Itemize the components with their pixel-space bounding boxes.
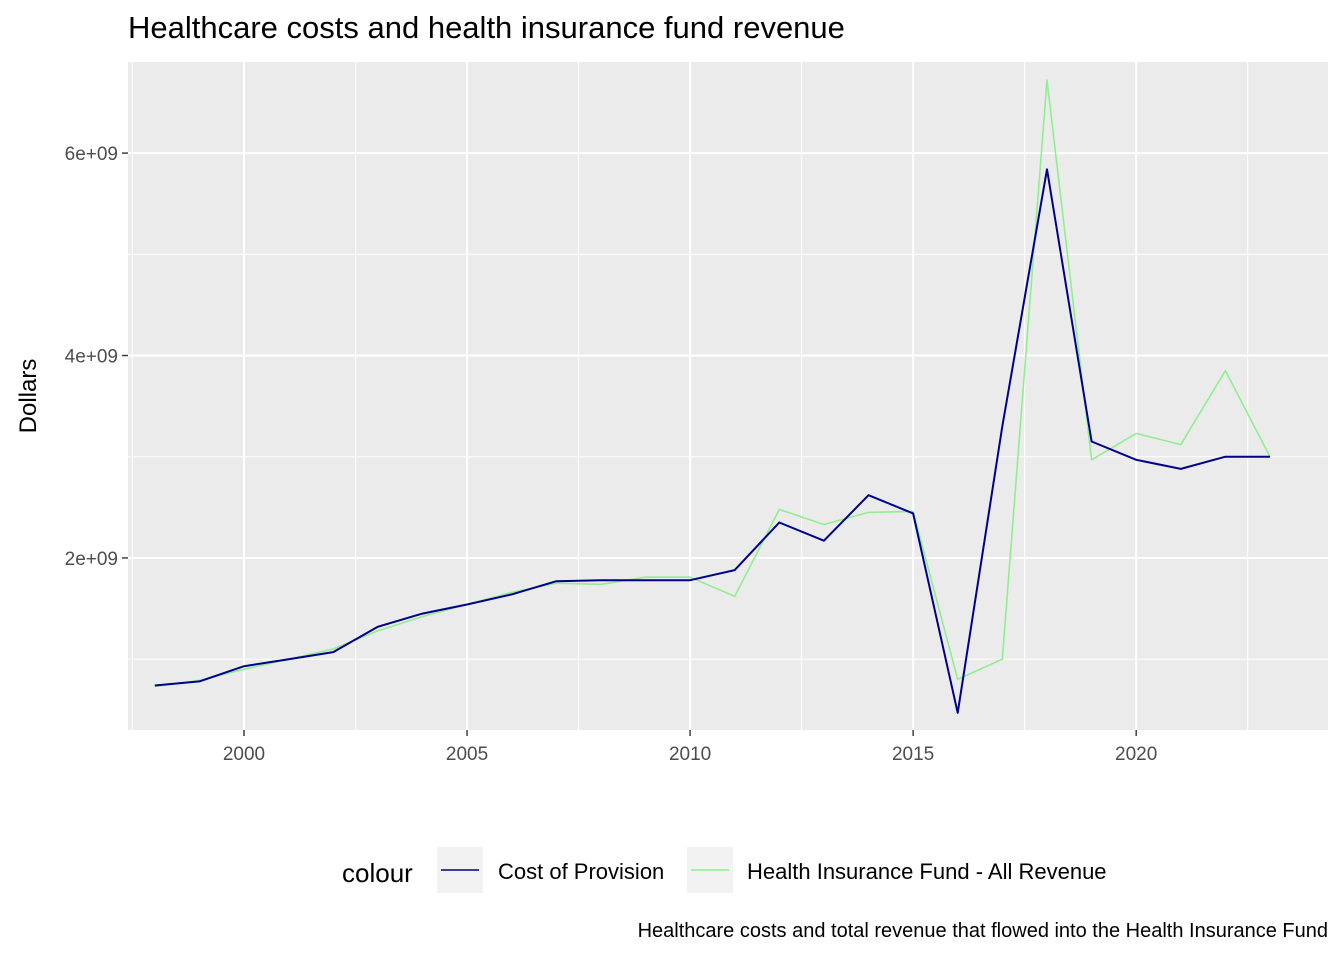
minor-gridlines bbox=[128, 62, 1328, 730]
major-gridlines bbox=[128, 62, 1328, 730]
legend-title: colour bbox=[342, 858, 413, 888]
y-tick-label: 4e+09 bbox=[65, 347, 118, 368]
chart-title: Healthcare costs and health insurance fu… bbox=[128, 10, 845, 45]
x-tick-label: 2020 bbox=[1115, 744, 1157, 765]
y-axis-label: Dollars bbox=[15, 359, 42, 434]
plot-panel bbox=[128, 62, 1328, 730]
legend-label-health-insurance-fund: Health Insurance Fund - All Revenue bbox=[747, 859, 1107, 884]
y-axis: 2e+09 4e+09 6e+09 bbox=[65, 144, 128, 570]
x-axis: 2000 2005 2010 2015 2020 bbox=[223, 730, 1157, 765]
series-layer bbox=[154, 79, 1271, 714]
x-tick-label: 2005 bbox=[446, 744, 488, 765]
y-tick-label: 2e+09 bbox=[65, 549, 118, 570]
y-tick-label: 6e+09 bbox=[65, 144, 118, 165]
legend-label-cost-of-provision: Cost of Provision bbox=[498, 859, 664, 884]
series-line-cost-of-provision bbox=[154, 168, 1270, 714]
x-tick-label: 2010 bbox=[669, 744, 711, 765]
chart-caption: Healthcare costs and total revenue that … bbox=[637, 920, 1328, 942]
x-tick-label: 2000 bbox=[223, 744, 265, 765]
legend: colour Cost of Provision Health Insuranc… bbox=[342, 847, 1107, 893]
x-tick-label: 2015 bbox=[892, 744, 934, 765]
